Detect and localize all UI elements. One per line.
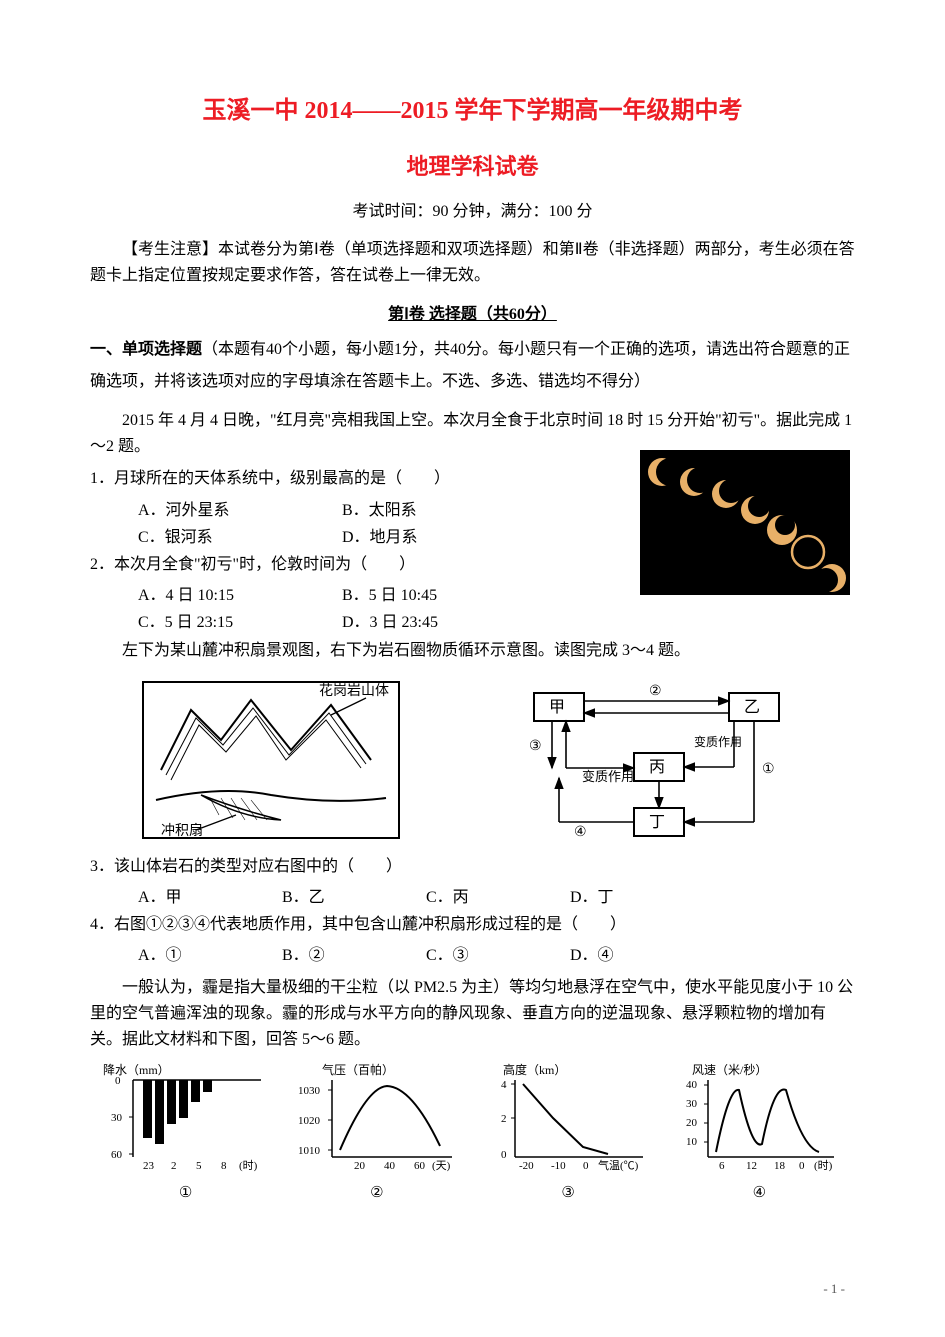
cycle-node-c: 丙 bbox=[649, 759, 665, 776]
chart3-x3: 气温(℃) bbox=[598, 1158, 639, 1172]
notice-text: 【考生注意】本试卷分为第Ⅰ卷（单项选择题和双项选择题）和第Ⅱ卷（非选择题）两部分… bbox=[90, 237, 855, 288]
q1-opt-c: C．银河系 bbox=[138, 524, 338, 551]
chart2-label: ② bbox=[292, 1183, 462, 1202]
chart1-box: 降水（mm） 0 30 60 23 2 5 8 (时) ① bbox=[101, 1062, 271, 1202]
cycle-edge-4: ④ bbox=[574, 825, 587, 840]
q3-opt-b: B．乙 bbox=[282, 884, 422, 911]
chart2-x3: (天) bbox=[432, 1160, 451, 1172]
mountain-diagram: 花岗岩山体 冲积扇 bbox=[141, 680, 401, 840]
chart3-box: 高度（km） 4 2 0 -20 -10 0 气温(℃) ③ bbox=[483, 1062, 653, 1202]
chart4-x2: 18 bbox=[774, 1160, 786, 1172]
chart2-x1: 40 bbox=[384, 1160, 396, 1172]
cycle-node-b: 乙 bbox=[744, 699, 760, 716]
cycle-text-mid2: 变质作用 bbox=[582, 769, 634, 784]
section1-desc: 一、单项选择题（本题有40个小题，每小题1分，共40分。每小题只有一个正确的选项… bbox=[90, 334, 855, 398]
q4-opt-b: B．② bbox=[282, 942, 422, 969]
q3-text: 3．该山体岩石的类型对应右图中的（ ） bbox=[90, 853, 855, 880]
chart4-y0: 10 bbox=[686, 1136, 698, 1148]
q4-opt-d: D．④ bbox=[570, 942, 710, 969]
chart4-x0: 6 bbox=[719, 1160, 725, 1172]
eclipse-figure bbox=[640, 450, 850, 595]
cycle-text-mid: 变质作用 bbox=[694, 734, 742, 749]
cycle-node-d: 丁 bbox=[649, 814, 665, 831]
chart4-svg: 风速（米/秒） 40 30 20 10 6 12 18 0 (时) bbox=[674, 1062, 844, 1172]
chart1-x3: 8 bbox=[221, 1160, 227, 1172]
q2-opt-a: A．4 日 10:15 bbox=[138, 582, 338, 609]
q4-opt-a: A．① bbox=[138, 942, 278, 969]
chart1-label: ① bbox=[101, 1183, 271, 1202]
q1-opt-a: A．河外星系 bbox=[138, 497, 338, 524]
section1-desc-rest: （本题有40个小题，每小题1分，共40分。每小题只有一个正确的选项，请选出符合题… bbox=[90, 341, 850, 390]
chart-row: 降水（mm） 0 30 60 23 2 5 8 (时) ① bbox=[90, 1062, 855, 1202]
q3-opt-c: C．丙 bbox=[426, 884, 566, 911]
chart1-y0: 0 bbox=[115, 1075, 121, 1087]
chart3-x2: 0 bbox=[583, 1160, 589, 1172]
exam-info: 考试时间：90 分钟，满分：100 分 bbox=[90, 197, 855, 221]
intro-q56: 一般认为，霾是指大量极细的干尘粒（以 PM2.5 为主）等均匀地悬浮在空气中，使… bbox=[90, 975, 855, 1052]
title-main: 玉溪一中 2014——2015 学年下学期高一年级期中考 bbox=[90, 90, 855, 125]
q1-opt-b: B．太阳系 bbox=[342, 497, 542, 524]
chart4-y3: 40 bbox=[686, 1079, 698, 1091]
intro-q34: 左下为某山麓冲积扇景观图，右下为岩石圈物质循环示意图。读图完成 3～4 题。 bbox=[90, 637, 855, 664]
chart3-y2: 4 bbox=[501, 1079, 507, 1091]
chart1-y2: 60 bbox=[111, 1149, 123, 1161]
chart4-label: ④ bbox=[674, 1183, 844, 1202]
chart2-svg: 气压（百帕） 1030 1020 1010 20 40 60 (天) bbox=[292, 1062, 462, 1172]
cycle-node-a: 甲 bbox=[549, 699, 565, 716]
chart3-y1: 2 bbox=[501, 1113, 507, 1125]
chart2-ylabel: 气压（百帕） bbox=[322, 1062, 394, 1077]
chart4-ylabel: 风速（米/秒） bbox=[692, 1063, 767, 1077]
q2-opt-c: C．5 日 23:15 bbox=[138, 609, 338, 636]
mountain-label-top: 花岗岩山体 bbox=[319, 683, 389, 699]
chart1-x0: 23 bbox=[143, 1160, 155, 1172]
chart4-x4: (时) bbox=[814, 1159, 833, 1172]
chart2-y1: 1020 bbox=[298, 1115, 321, 1127]
q4-opts: A．① B．② C．③ D．④ bbox=[90, 942, 855, 969]
mountain-label-bottom: 冲积扇 bbox=[161, 823, 203, 839]
chart4-y2: 30 bbox=[686, 1098, 698, 1110]
chart3-svg: 高度（km） 4 2 0 -20 -10 0 气温(℃) bbox=[483, 1062, 653, 1172]
title-sub: 地理学科试卷 bbox=[90, 149, 855, 181]
chart4-x1: 12 bbox=[746, 1160, 757, 1172]
q4-text: 4．右图①②③④代表地质作用，其中包含山麓冲积扇形成过程的是（ ） bbox=[90, 911, 855, 938]
chart1-ylabel: 降水（mm） bbox=[103, 1063, 170, 1077]
chart2-box: 气压（百帕） 1030 1020 1010 20 40 60 (天) ② bbox=[292, 1062, 462, 1202]
cycle-diagram: 甲 乙 丙 丁 ② ③ 变质作用 ① 变质作用 ④ bbox=[504, 678, 804, 843]
chart1-x4: (时) bbox=[239, 1159, 258, 1172]
cycle-edge-1: ① bbox=[762, 762, 775, 777]
q2-opt-d: D．3 日 23:45 bbox=[342, 609, 542, 636]
q2-opt-b: B．5 日 10:45 bbox=[342, 582, 542, 609]
chart3-x0: -20 bbox=[519, 1160, 534, 1172]
q3-opt-d: D．丁 bbox=[570, 884, 710, 911]
chart1-y1: 30 bbox=[111, 1112, 123, 1124]
chart3-x1: -10 bbox=[551, 1160, 566, 1172]
cycle-edge-3: ③ bbox=[529, 739, 542, 754]
chart4-y1: 20 bbox=[686, 1117, 698, 1129]
chart2-y0: 1010 bbox=[298, 1145, 321, 1157]
chart3-label: ③ bbox=[483, 1183, 653, 1202]
chart4-x3: 0 bbox=[799, 1160, 805, 1172]
section1-desc-bold: 一、单项选择题 bbox=[90, 341, 202, 358]
chart1-svg: 降水（mm） 0 30 60 23 2 5 8 (时) bbox=[101, 1062, 271, 1172]
chart4-box: 风速（米/秒） 40 30 20 10 6 12 18 0 (时) ④ bbox=[674, 1062, 844, 1202]
chart2-y2: 1030 bbox=[298, 1085, 321, 1097]
chart1-x1: 2 bbox=[171, 1160, 177, 1172]
chart3-y0: 0 bbox=[501, 1149, 507, 1161]
chart2-x0: 20 bbox=[354, 1160, 366, 1172]
chart3-ylabel: 高度（km） bbox=[503, 1062, 566, 1077]
q1-opt-d: D．地月系 bbox=[342, 524, 542, 551]
chart2-x2: 60 bbox=[414, 1160, 426, 1172]
page-footer: - 1 - bbox=[823, 1281, 845, 1297]
section1-title: 第Ⅰ卷 选择题（共60分） bbox=[90, 300, 855, 324]
q3-opts: A．甲 B．乙 C．丙 D．丁 bbox=[90, 884, 855, 911]
q4-opt-c: C．③ bbox=[426, 942, 566, 969]
q3-opt-a: A．甲 bbox=[138, 884, 278, 911]
q2-opts-row2: C．5 日 23:15 D．3 日 23:45 bbox=[90, 609, 855, 636]
diagram-row: 花岗岩山体 冲积扇 甲 乙 丙 丁 ② ③ 变质作用 ① 变质作用 bbox=[90, 678, 855, 843]
chart1-x2: 5 bbox=[196, 1160, 202, 1172]
cycle-edge-2: ② bbox=[649, 684, 662, 699]
